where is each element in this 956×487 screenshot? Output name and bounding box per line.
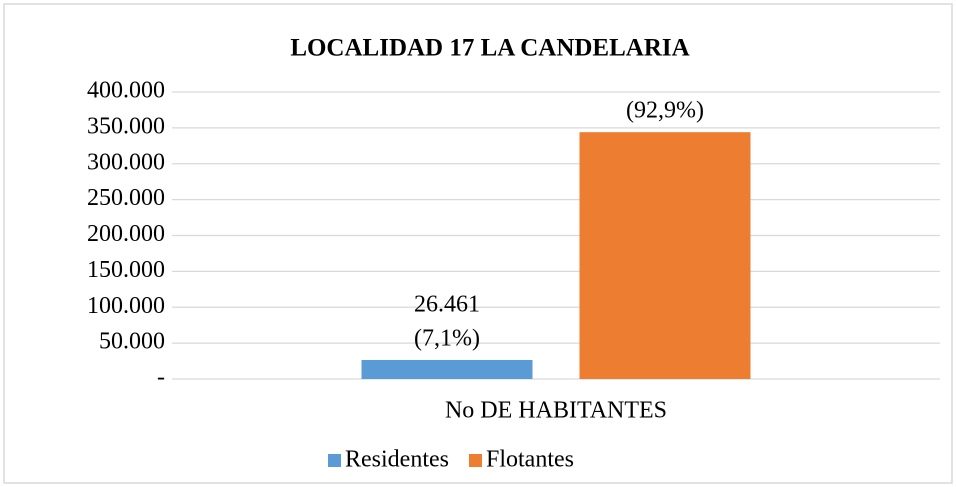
- y-tick-label: 50.000: [99, 329, 165, 355]
- bar: [361, 360, 533, 379]
- data-label: (92,9%): [626, 98, 704, 124]
- legend-label: Residentes: [345, 447, 449, 473]
- legend-swatch: [468, 454, 482, 467]
- y-tick-label: -: [157, 365, 165, 391]
- y-tick-label: 200.000: [87, 221, 165, 247]
- chart-border: [3, 3, 953, 484]
- chart-title: LOCALIDAD 17 LA CANDELARIA: [290, 35, 689, 62]
- bar: [579, 132, 751, 379]
- legend-swatch: [328, 454, 341, 467]
- data-label: 26.461: [414, 292, 480, 318]
- y-tick-label: 100.000: [87, 293, 165, 319]
- y-tick-label: 150.000: [87, 257, 165, 283]
- y-tick-label: 250.000: [87, 185, 165, 211]
- x-tick-label: No DE HABITANTES: [445, 398, 667, 424]
- y-tick-label: 350.000: [87, 113, 165, 139]
- y-tick-label: 300.000: [87, 149, 165, 175]
- y-tick-label: 400.000: [87, 78, 165, 104]
- legend-label: Flotantes: [486, 447, 574, 473]
- data-label: (7,1%): [414, 326, 480, 352]
